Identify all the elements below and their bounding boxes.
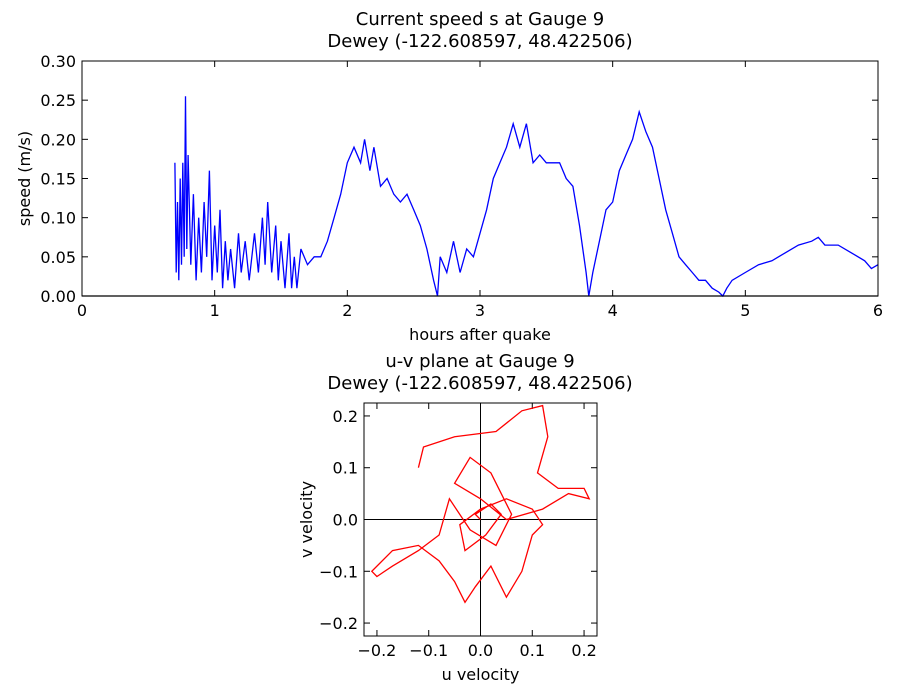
y-tick-label: 0.25 <box>40 91 76 110</box>
x-tick-label: 0.0 <box>468 641 493 660</box>
x-tick-label: 0.2 <box>571 641 596 660</box>
x-tick-label: 3 <box>475 301 485 320</box>
x-tick-label: 2 <box>342 301 352 320</box>
x-axis-label: u velocity <box>442 665 520 684</box>
y-tick-label: 0.20 <box>40 130 76 149</box>
y-tick-label: −0.1 <box>319 562 358 581</box>
x-tick-label: 6 <box>873 301 883 320</box>
x-tick-label: 5 <box>740 301 750 320</box>
y-tick-label: 0.0 <box>333 511 358 530</box>
x-tick-label: 0 <box>77 301 87 320</box>
y-tick-label: 0.15 <box>40 170 76 189</box>
y-tick-label: 0.2 <box>333 407 358 426</box>
x-tick-label: 1 <box>210 301 220 320</box>
x-tick-label: −0.1 <box>409 641 448 660</box>
y-tick-label: −0.2 <box>319 614 358 633</box>
chart-title: Current speed s at Gauge 9 Dewey (-122.60… <box>327 9 632 52</box>
data-line <box>370 404 591 604</box>
x-tick-label: 4 <box>608 301 618 320</box>
x-tick-label: −0.2 <box>358 641 397 660</box>
y-axis-label: v velocity <box>297 481 316 558</box>
x-tick-label: 0.1 <box>520 641 545 660</box>
data-line <box>174 96 879 298</box>
y-tick-label: 0.10 <box>40 209 76 228</box>
y-axis-label: speed (m/s) <box>15 131 34 226</box>
plot-frame <box>81 60 879 297</box>
y-tick-label: 0.05 <box>40 248 76 267</box>
x-axis-label: hours after quake <box>409 325 551 344</box>
y-tick-label: 0.1 <box>333 459 358 478</box>
chart-title: u-v plane at Gauge 9 Dewey (-122.608597, … <box>327 351 632 394</box>
plot-frame <box>363 402 598 637</box>
y-tick-label: 0.30 <box>40 52 76 71</box>
y-tick-label: 0.00 <box>40 287 76 306</box>
